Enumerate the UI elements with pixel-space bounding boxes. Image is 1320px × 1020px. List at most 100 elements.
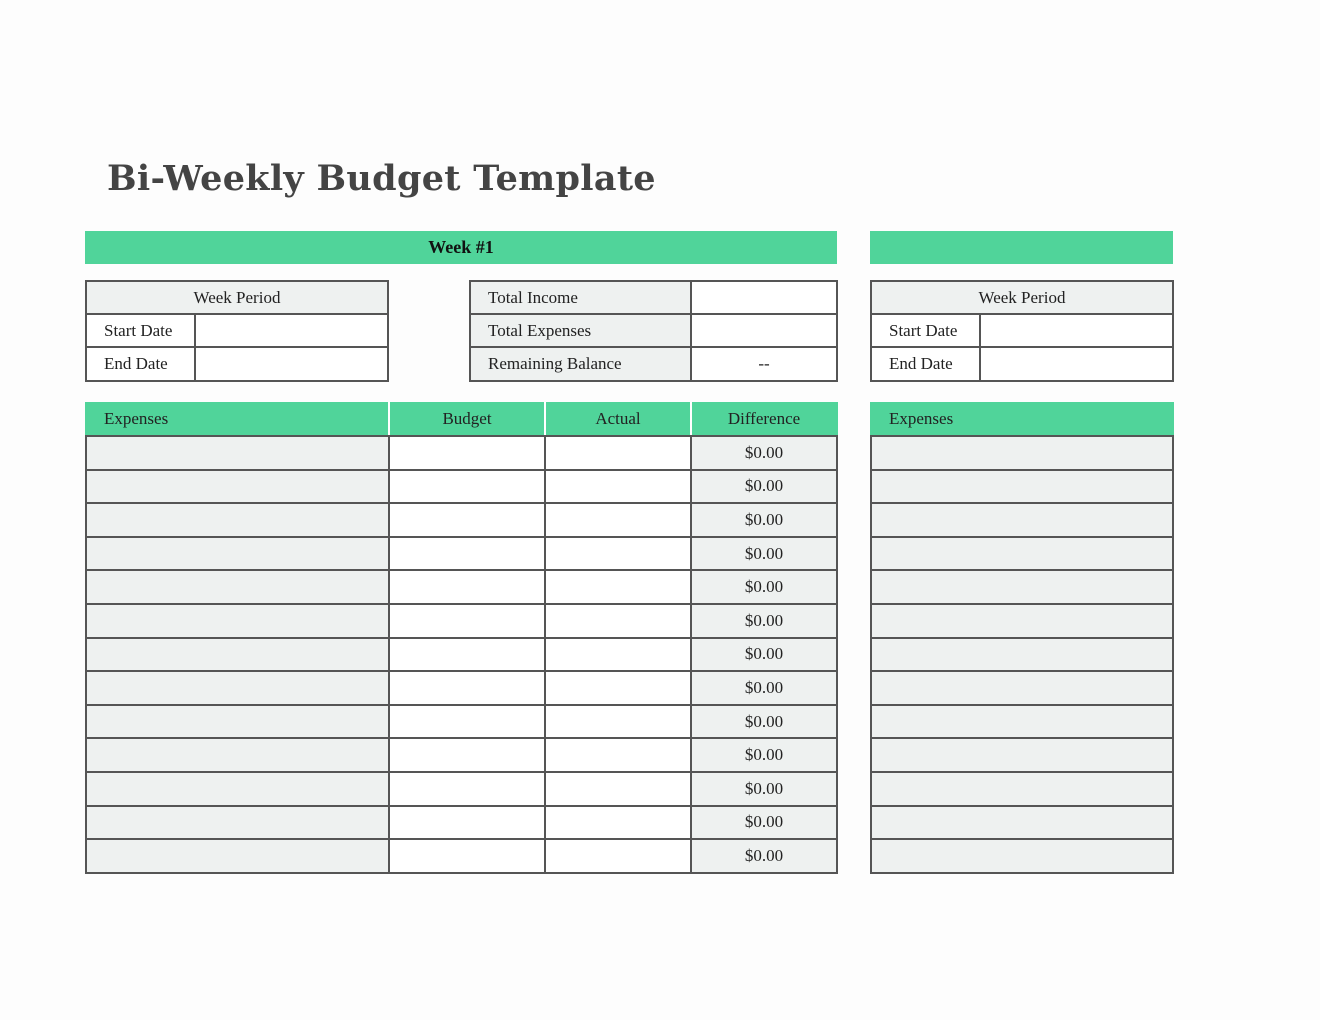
budget-cell[interactable] bbox=[388, 636, 546, 673]
budget-cell[interactable] bbox=[388, 770, 546, 807]
expense-name-cell[interactable] bbox=[870, 435, 1174, 471]
expense-name-cell[interactable] bbox=[85, 804, 390, 841]
expense-name-cell[interactable] bbox=[870, 636, 1174, 673]
expense-name-cell[interactable] bbox=[870, 804, 1174, 841]
actual-cell[interactable] bbox=[544, 569, 692, 605]
expense-name-cell[interactable] bbox=[85, 636, 390, 673]
column-header-expenses: Expenses bbox=[85, 402, 390, 437]
week2-band bbox=[870, 231, 1173, 264]
column-header-budget: Budget bbox=[388, 402, 546, 437]
end-date-label: End Date bbox=[85, 346, 196, 382]
table-row: $0.00 bbox=[85, 435, 838, 471]
expense-name-cell[interactable] bbox=[85, 435, 390, 471]
actual-cell[interactable] bbox=[544, 804, 692, 841]
expense-name-cell[interactable] bbox=[870, 737, 1174, 773]
actual-cell[interactable] bbox=[544, 602, 692, 639]
end-date-input[interactable] bbox=[194, 346, 389, 382]
expense-name-cell[interactable] bbox=[85, 703, 390, 740]
table-row: $0.00 bbox=[85, 703, 838, 740]
table-row bbox=[870, 737, 1174, 773]
total-income-value[interactable] bbox=[690, 280, 838, 315]
actual-cell[interactable] bbox=[544, 703, 692, 740]
difference-cell: $0.00 bbox=[690, 838, 838, 874]
actual-cell[interactable] bbox=[544, 838, 692, 874]
start-date-label: Start Date bbox=[85, 313, 196, 348]
week1-band: Week #1 bbox=[85, 231, 837, 264]
actual-cell[interactable] bbox=[544, 670, 692, 706]
budget-cell[interactable] bbox=[388, 535, 546, 572]
week1-label: Week #1 bbox=[428, 237, 494, 257]
table-row bbox=[870, 703, 1174, 740]
budget-cell[interactable] bbox=[388, 737, 546, 773]
expense-name-cell[interactable] bbox=[870, 770, 1174, 807]
table-row bbox=[870, 670, 1174, 706]
end-date-input[interactable] bbox=[979, 346, 1174, 382]
difference-cell: $0.00 bbox=[690, 804, 838, 841]
difference-cell: $0.00 bbox=[690, 670, 838, 706]
expense-name-cell[interactable] bbox=[85, 670, 390, 706]
actual-cell[interactable] bbox=[544, 468, 692, 505]
difference-cell: $0.00 bbox=[690, 502, 838, 538]
expense-name-cell[interactable] bbox=[85, 838, 390, 874]
expense-name-cell[interactable] bbox=[870, 502, 1174, 538]
budget-cell[interactable] bbox=[388, 569, 546, 605]
budget-cell[interactable] bbox=[388, 602, 546, 639]
difference-cell: $0.00 bbox=[690, 535, 838, 572]
table-row: $0.00 bbox=[85, 636, 838, 673]
budget-cell[interactable] bbox=[388, 804, 546, 841]
actual-cell[interactable] bbox=[544, 535, 692, 572]
table-row bbox=[870, 838, 1174, 874]
expense-name-cell[interactable] bbox=[85, 468, 390, 505]
budget-cell[interactable] bbox=[388, 468, 546, 505]
expense-name-cell[interactable] bbox=[85, 569, 390, 605]
start-date-input[interactable] bbox=[979, 313, 1174, 348]
expense-name-cell[interactable] bbox=[85, 602, 390, 639]
table-row: $0.00 bbox=[85, 737, 838, 773]
remaining-balance-label: Remaining Balance bbox=[469, 346, 692, 382]
actual-cell[interactable] bbox=[544, 737, 692, 773]
difference-cell: $0.00 bbox=[690, 569, 838, 605]
table-row: $0.00 bbox=[85, 670, 838, 706]
summary-table: Total Income Total Expenses Remaining Ba… bbox=[469, 280, 838, 382]
start-date-input[interactable] bbox=[194, 313, 389, 348]
actual-cell[interactable] bbox=[544, 770, 692, 807]
actual-cell[interactable] bbox=[544, 435, 692, 471]
column-header-actual: Actual bbox=[544, 402, 692, 437]
budget-cell[interactable] bbox=[388, 435, 546, 471]
budget-cell[interactable] bbox=[388, 703, 546, 740]
table-row bbox=[870, 770, 1174, 807]
expense-name-cell[interactable] bbox=[870, 569, 1174, 605]
table-row bbox=[870, 804, 1174, 841]
difference-cell: $0.00 bbox=[690, 770, 838, 807]
table-row: $0.00 bbox=[85, 569, 838, 605]
expense-name-cell[interactable] bbox=[870, 535, 1174, 572]
week2-period-table: Week Period Start Date End Date bbox=[870, 280, 1174, 382]
expense-name-cell[interactable] bbox=[85, 502, 390, 538]
expense-name-cell[interactable] bbox=[870, 703, 1174, 740]
total-expenses-label: Total Expenses bbox=[469, 313, 692, 348]
table-row: $0.00 bbox=[85, 602, 838, 639]
remaining-balance-value: -- bbox=[690, 346, 838, 382]
expense-name-cell[interactable] bbox=[870, 468, 1174, 505]
week-period-header: Week Period bbox=[870, 280, 1174, 315]
expense-name-cell[interactable] bbox=[870, 670, 1174, 706]
actual-cell[interactable] bbox=[544, 502, 692, 538]
table-row bbox=[870, 602, 1174, 639]
week1-period-table: Week Period Start Date End Date bbox=[85, 280, 389, 382]
actual-cell[interactable] bbox=[544, 636, 692, 673]
difference-cell: $0.00 bbox=[690, 703, 838, 740]
budget-cell[interactable] bbox=[388, 838, 546, 874]
expense-name-cell[interactable] bbox=[870, 602, 1174, 639]
budget-cell[interactable] bbox=[388, 502, 546, 538]
end-date-label: End Date bbox=[870, 346, 981, 382]
week2-expenses-table: Expenses bbox=[870, 402, 1174, 874]
budget-cell[interactable] bbox=[388, 670, 546, 706]
table-row: $0.00 bbox=[85, 535, 838, 572]
expense-name-cell[interactable] bbox=[870, 838, 1174, 874]
expense-name-cell[interactable] bbox=[85, 737, 390, 773]
expense-name-cell[interactable] bbox=[85, 770, 390, 807]
page-title: Bi-Weekly Budget Template bbox=[107, 158, 656, 199]
difference-cell: $0.00 bbox=[690, 435, 838, 471]
total-expenses-value[interactable] bbox=[690, 313, 838, 348]
expense-name-cell[interactable] bbox=[85, 535, 390, 572]
